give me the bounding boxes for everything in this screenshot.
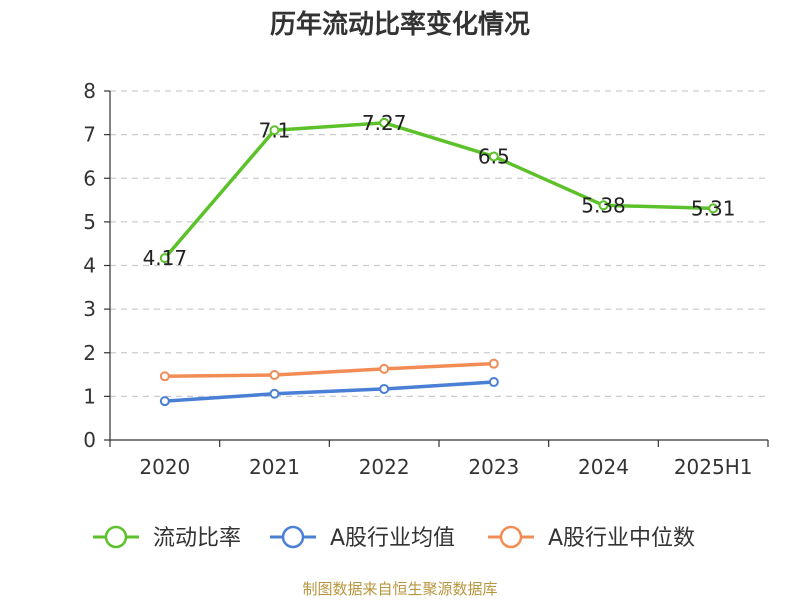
data-point bbox=[379, 117, 390, 128]
data-point bbox=[269, 388, 280, 399]
grid-lines bbox=[110, 90, 768, 397]
data-point bbox=[379, 363, 390, 374]
axes: 0 1 2 3 4 5 6 7 8 2020 2021 2022 2023 2024 2025H1 bbox=[83, 79, 769, 479]
data-point bbox=[488, 151, 499, 162]
data-point bbox=[159, 253, 170, 264]
data-point bbox=[708, 203, 719, 214]
legend-label: A股行业中位数 bbox=[548, 526, 695, 551]
data-point bbox=[488, 358, 499, 369]
x-tick-label: 2025H1 bbox=[674, 455, 753, 479]
y-tick-label: 5 bbox=[83, 210, 96, 234]
x-tick-label: 2022 bbox=[359, 455, 410, 479]
data-point bbox=[159, 396, 170, 407]
legend-label: A股行业均值 bbox=[330, 526, 455, 551]
chart-title: 历年流动比率变化情况 bbox=[269, 10, 530, 40]
data-label: 7.1 bbox=[259, 118, 291, 142]
source-note: 制图数据来自恒生聚源数据库 bbox=[302, 580, 498, 598]
series-line bbox=[164, 361, 494, 379]
legend: 流动比率 A股行业均值 A股行业中位数 bbox=[93, 525, 695, 551]
legend-label: 流动比率 bbox=[153, 526, 241, 551]
y-tick-label: 4 bbox=[83, 254, 96, 278]
x-tick-label: 2024 bbox=[578, 455, 629, 479]
y-tick-label: 7 bbox=[83, 123, 96, 147]
data-point bbox=[488, 376, 499, 387]
series-line bbox=[164, 380, 494, 403]
y-tick-label: 2 bbox=[83, 341, 96, 365]
y-tick-label: 1 bbox=[83, 384, 96, 408]
legend-marker bbox=[104, 525, 128, 549]
data-label: 6.5 bbox=[478, 144, 510, 168]
y-tick-label: 0 bbox=[83, 428, 96, 452]
data-label: 5.31 bbox=[691, 196, 736, 220]
data-point bbox=[269, 369, 280, 380]
y-tick-label: 3 bbox=[83, 297, 96, 321]
y-tick-label: 8 bbox=[83, 79, 96, 103]
series-group bbox=[159, 117, 719, 407]
x-tick-label: 2020 bbox=[139, 455, 190, 479]
data-labels: 4.17 7.1 7.27 6.5 5.38 5.31 bbox=[143, 111, 736, 270]
legend-marker bbox=[281, 525, 305, 549]
y-tick-label: 6 bbox=[83, 166, 96, 190]
series-line bbox=[163, 121, 714, 260]
data-label: 7.27 bbox=[362, 111, 407, 135]
data-point bbox=[269, 125, 280, 136]
data-label: 4.17 bbox=[143, 246, 188, 270]
data-label: 5.38 bbox=[581, 193, 626, 217]
x-tick-label: 2023 bbox=[468, 455, 519, 479]
data-point bbox=[598, 200, 609, 211]
data-point bbox=[159, 371, 170, 382]
data-point bbox=[379, 383, 390, 394]
legend-marker bbox=[499, 525, 523, 549]
x-tick-label: 2021 bbox=[249, 455, 300, 479]
